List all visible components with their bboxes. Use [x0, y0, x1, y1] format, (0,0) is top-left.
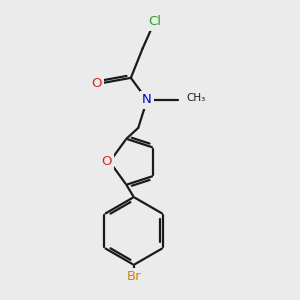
Text: Cl: Cl — [148, 15, 161, 28]
Text: N: N — [142, 93, 152, 106]
Text: CH₃: CH₃ — [186, 94, 206, 103]
Text: Br: Br — [127, 270, 141, 283]
Text: O: O — [101, 155, 112, 168]
Text: O: O — [92, 77, 102, 90]
